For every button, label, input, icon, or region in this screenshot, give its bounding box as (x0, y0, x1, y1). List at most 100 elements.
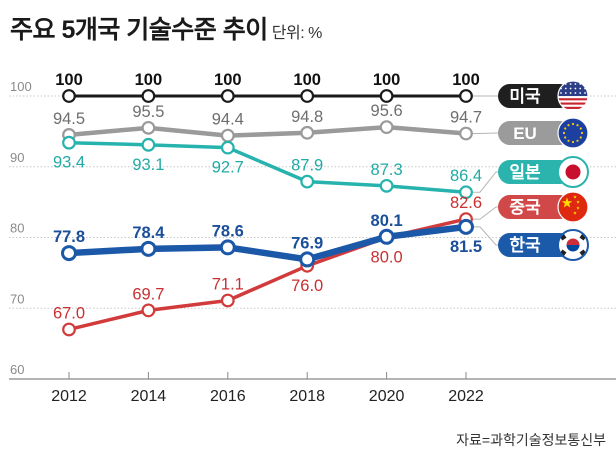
data-label-kr: 78.4 (132, 224, 165, 242)
flag-taegeuk-red (566, 238, 580, 245)
china-flag-icon (557, 191, 589, 223)
flag-star (574, 92, 577, 94)
flag-star (569, 83, 572, 85)
data-label-us: 100 (373, 71, 401, 89)
legend-pill (498, 160, 572, 184)
data-label-cn: 82.6 (450, 194, 482, 212)
legend-pill (498, 233, 572, 257)
flag-ring (557, 229, 589, 261)
flag-sun (565, 164, 581, 180)
flag-star (584, 92, 586, 94)
data-label-cn: 76.0 (291, 277, 323, 295)
data-point (141, 89, 156, 103)
flag-ring (557, 156, 589, 188)
series-jp (62, 135, 473, 200)
flag-star (569, 87, 572, 90)
flag-art (558, 118, 588, 148)
source-note: 자료=과학기술정보통신부 (456, 432, 606, 448)
flag-stripe (558, 98, 588, 101)
data-point (220, 89, 235, 103)
series-eu (62, 120, 473, 143)
data-label-cn: 71.1 (212, 275, 244, 293)
legend-pill (498, 121, 572, 145)
flag-star (579, 87, 582, 90)
flag-art (558, 192, 588, 222)
data-label-eu: 94.7 (450, 108, 482, 126)
data-label-eu: 94.5 (53, 110, 85, 128)
flag-stripe (558, 102, 588, 105)
data-label-jp: 93.4 (53, 154, 85, 172)
data-point (379, 178, 394, 193)
chart-title: 주요 5개국 기술수준 추이 단위: % (10, 10, 322, 46)
y-tick-label: 60 (10, 362, 24, 377)
data-point (61, 245, 77, 262)
flag-star (562, 131, 566, 135)
y-tick-label: 90 (10, 150, 24, 165)
flag-small-star (573, 211, 577, 215)
flag-art (558, 81, 588, 111)
legend-item-jp: 일본 (498, 156, 589, 188)
x-axis: 2012 2014 2016 2018 2020 2022 (9, 372, 616, 405)
series-line-kr (68, 223, 467, 263)
x-tick-label: 2014 (131, 388, 167, 405)
x-tick-label: 2022 (448, 388, 484, 405)
data-point (300, 89, 315, 103)
data-label-jp: 92.7 (212, 159, 244, 177)
data-point (379, 89, 394, 103)
legend-item-cn: 중국 (498, 191, 589, 223)
x-tick-label: 2020 (369, 388, 405, 405)
data-point (458, 218, 474, 235)
flag-star (579, 92, 582, 94)
flag-star (576, 124, 579, 127)
flag-ring (557, 80, 589, 112)
data-point (62, 322, 76, 337)
flag-star (574, 83, 577, 85)
legend-item-kr: 한국 (498, 229, 589, 261)
series-lines (61, 89, 474, 337)
data-label-eu: 95.6 (371, 102, 403, 120)
data-label-us: 100 (293, 71, 321, 89)
x-tick-label: 2018 (289, 388, 325, 405)
flag-ring (557, 117, 589, 149)
y-tick-label: 80 (10, 221, 24, 236)
data-point (459, 89, 473, 103)
flag-star (580, 131, 584, 135)
data-label-cn: 80.0 (371, 249, 403, 267)
gridlines: 60 70 80 90 100 (9, 79, 616, 377)
data-label-eu: 95.5 (132, 103, 164, 121)
data-point (219, 239, 236, 256)
flag-star (567, 124, 570, 127)
x-tick-label: 2012 (51, 388, 87, 405)
legend-item-us: 미국 (498, 80, 589, 112)
legend-pill (498, 195, 572, 219)
eu-flag-icon (557, 117, 589, 149)
flag-star (567, 139, 570, 142)
flag-star (579, 127, 582, 130)
flag-stripe (558, 106, 588, 109)
flag-bg (558, 192, 588, 222)
data-label-cn: 67.0 (53, 304, 85, 322)
legend-pill (498, 84, 572, 108)
series-line-jp (68, 140, 467, 194)
data-point (300, 174, 315, 189)
data-point (379, 120, 394, 135)
data-point (299, 251, 316, 268)
data-point (62, 89, 76, 103)
y-tick-label: 70 (10, 291, 24, 306)
data-point (300, 125, 315, 140)
flag-small-star (573, 195, 577, 199)
flag-star (576, 139, 579, 142)
data-label-us: 100 (452, 71, 480, 89)
data-labels: 100 100 100 100 100 100 94.5 95.5 94.4 94.8 95.6 94… (53, 71, 482, 322)
flag-star (564, 136, 567, 139)
flag-taegeuk-blue (566, 245, 580, 252)
data-label-kr: 77.8 (53, 228, 85, 246)
data-label-jp: 87.3 (371, 161, 403, 179)
data-point (141, 120, 156, 135)
series-us (62, 89, 473, 103)
flag-star (571, 140, 575, 144)
legend-item-eu: EU (498, 117, 589, 149)
